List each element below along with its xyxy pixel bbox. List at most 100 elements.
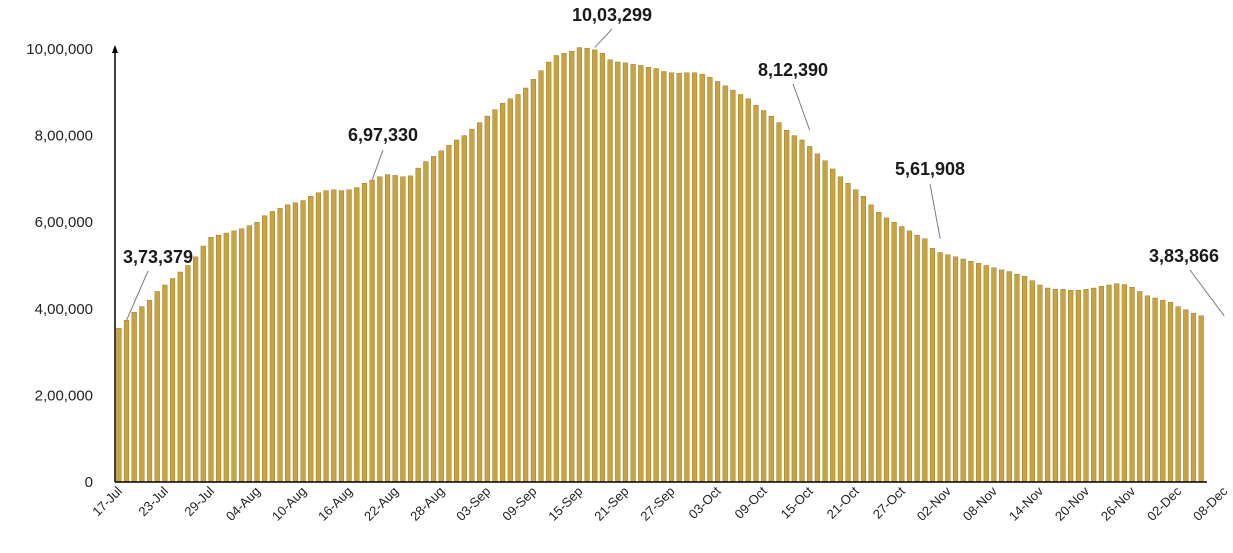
bar: [246, 225, 252, 483]
bar: [607, 59, 613, 483]
bar: [738, 94, 744, 483]
bar: [484, 115, 490, 483]
annotation-leader-line: [371, 149, 384, 181]
bar: [768, 115, 774, 483]
bar: [361, 183, 368, 483]
y-tick-label: 8,00,000: [35, 128, 93, 145]
annotation-leader-line: [929, 183, 941, 239]
bar: [622, 62, 629, 483]
bar: [154, 291, 160, 483]
x-tick-label: 09-Sep: [499, 484, 539, 524]
bar: [331, 189, 337, 483]
bar: [223, 232, 229, 483]
bar: [377, 176, 383, 483]
bar: [454, 139, 460, 483]
bar: [1022, 276, 1028, 483]
bar: [131, 312, 137, 483]
annotation-leader-line: [126, 270, 149, 321]
bar: [684, 72, 690, 483]
bar: [945, 254, 951, 483]
bar: [384, 174, 391, 483]
bar: [500, 102, 506, 483]
bar: [645, 66, 652, 483]
bar: [446, 144, 452, 483]
bar: [292, 202, 298, 483]
bar: [584, 47, 590, 483]
bar: [354, 187, 360, 483]
bar: [492, 109, 498, 483]
bar: [837, 176, 843, 483]
bar: [392, 175, 398, 483]
bar: [169, 278, 176, 483]
bar: [216, 234, 222, 483]
x-tick-label: 26-Nov: [1098, 483, 1139, 524]
y-tick-label: 4,00,000: [35, 301, 93, 318]
bar: [1114, 283, 1120, 483]
x-tick-label: 21-Sep: [591, 484, 631, 524]
x-tick-label: 27-Sep: [637, 484, 677, 524]
bar: [991, 267, 997, 483]
bar: [707, 76, 713, 483]
bar: [193, 256, 199, 483]
bar: [999, 269, 1005, 483]
bar: [1144, 295, 1151, 483]
bar: [262, 215, 268, 483]
bar: [845, 183, 851, 483]
bar: [569, 50, 575, 483]
bar: [1098, 286, 1104, 483]
bar: [960, 258, 966, 483]
bar: [899, 226, 905, 483]
x-tick-label: 23-Jul: [135, 483, 171, 519]
x-tick-label: 21-Oct: [824, 483, 862, 521]
bar: [369, 179, 375, 483]
x-tick-label: 22-Aug: [361, 484, 401, 524]
x-tick-label: 08-Dec: [1190, 483, 1231, 524]
data-label: 5,61,908: [895, 159, 965, 179]
bar: [553, 55, 559, 483]
bar: [722, 85, 728, 483]
bar: [714, 81, 721, 483]
bar: [668, 72, 675, 483]
bar: [561, 53, 567, 483]
bar: [1014, 273, 1020, 483]
bar: [523, 87, 529, 483]
data-label: 10,03,299: [572, 5, 652, 25]
bar: [1060, 289, 1066, 483]
bar: [507, 98, 513, 483]
bar: [630, 63, 636, 483]
bar: [277, 208, 283, 483]
data-label: 6,97,330: [348, 125, 418, 145]
bar: [761, 110, 767, 483]
bar: [929, 247, 936, 483]
x-tick-label: 27-Oct: [870, 483, 908, 521]
x-tick-label: 15-Sep: [545, 484, 585, 524]
bar: [123, 320, 130, 483]
bar: [400, 176, 406, 483]
bar: [208, 237, 214, 483]
data-label: 8,12,390: [758, 60, 828, 80]
bar: [469, 128, 475, 483]
data-label: 3,83,866: [1149, 246, 1219, 266]
y-axis-arrow-icon: [112, 45, 118, 53]
bar: [530, 79, 536, 483]
bar: [1029, 280, 1035, 483]
bar: [346, 189, 352, 483]
bar: [538, 70, 544, 483]
y-tick-label: 0: [85, 474, 93, 491]
x-tick-label: 08-Nov: [960, 483, 1001, 524]
bar: [1091, 287, 1097, 483]
bar: [968, 260, 974, 483]
bar: [599, 53, 606, 483]
bar: [822, 160, 828, 483]
x-tick-label: 04-Aug: [223, 484, 263, 524]
bar: [1129, 286, 1135, 483]
bar: [239, 228, 245, 483]
x-tick-labels: 17-Jul 23-Jul 29-Jul 04-Aug 10-Aug 16-Aug 22-A…: [89, 483, 1230, 524]
bar: [477, 122, 483, 483]
bar: [937, 252, 943, 483]
data-label: 3,73,379: [123, 247, 193, 267]
bar: [868, 204, 874, 483]
bar: [1152, 297, 1158, 483]
